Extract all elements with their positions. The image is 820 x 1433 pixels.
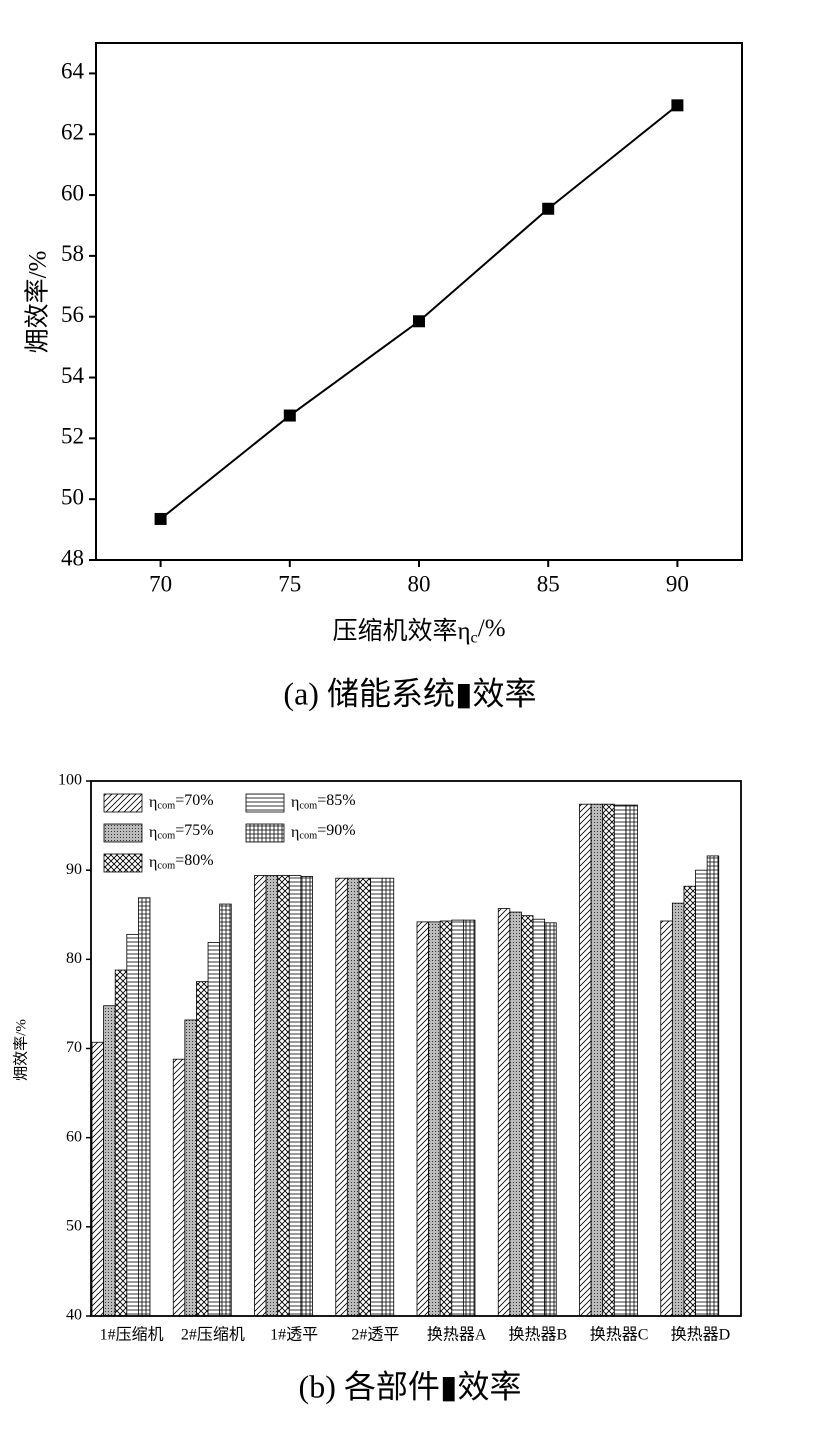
x-tick-label: 换热器C bbox=[590, 1326, 649, 1344]
x-tick-label: 80 bbox=[408, 571, 431, 596]
bar bbox=[126, 933, 139, 1317]
bar bbox=[660, 920, 673, 1317]
bar bbox=[695, 869, 708, 1317]
bar bbox=[625, 804, 638, 1317]
x-tick-label: 换热器B bbox=[509, 1326, 568, 1344]
bar bbox=[613, 804, 627, 1317]
x-tick-label: 70 bbox=[149, 571, 172, 596]
bar bbox=[683, 885, 696, 1317]
bar bbox=[254, 875, 267, 1317]
bar bbox=[521, 915, 534, 1317]
y-tick-label: 56 bbox=[61, 302, 84, 327]
bar bbox=[532, 918, 546, 1317]
data-line bbox=[159, 104, 679, 520]
data-marker bbox=[413, 315, 425, 328]
bar bbox=[381, 877, 395, 1317]
x-tick-label: 1#透平 bbox=[270, 1326, 318, 1344]
y-tick-label: 50 bbox=[66, 1218, 82, 1235]
x-tick-label: 换热器D bbox=[671, 1326, 731, 1344]
bar bbox=[184, 1019, 197, 1317]
bar bbox=[137, 897, 151, 1317]
bar bbox=[300, 876, 313, 1317]
bar bbox=[277, 875, 290, 1317]
x-tick-label: 75 bbox=[278, 571, 301, 596]
data-marker bbox=[542, 202, 555, 215]
bar bbox=[103, 1005, 116, 1317]
bar bbox=[428, 921, 441, 1317]
y-tick-label: 90 bbox=[66, 861, 82, 878]
y-tick-label: 54 bbox=[61, 363, 85, 388]
bar bbox=[346, 877, 360, 1317]
bar bbox=[196, 981, 209, 1317]
x-tick-label: 换热器A bbox=[427, 1326, 487, 1344]
x-tick-label: 2#透平 bbox=[351, 1326, 399, 1344]
bar bbox=[602, 803, 615, 1317]
x-axis-title: 压缩机效率ηc/% bbox=[332, 615, 505, 647]
x-tick-label: 85 bbox=[537, 571, 560, 596]
bar bbox=[358, 877, 371, 1317]
bar bbox=[219, 903, 232, 1317]
bar bbox=[497, 908, 511, 1317]
legend-label: ηcom=90% bbox=[291, 822, 356, 842]
bar bbox=[439, 920, 453, 1317]
x-tick-label: 2#压缩机 bbox=[181, 1326, 245, 1344]
caption: (b) 各部件▮效率 bbox=[299, 1368, 522, 1404]
y-tick-label: 64 bbox=[61, 59, 85, 84]
bar bbox=[451, 919, 464, 1317]
y-tick-label: 50 bbox=[61, 484, 84, 509]
plot-frame bbox=[95, 42, 743, 561]
x-tick-label: 90 bbox=[666, 571, 689, 596]
bar bbox=[91, 1041, 105, 1317]
y-tick-label: 58 bbox=[61, 241, 84, 266]
bar bbox=[172, 1058, 186, 1317]
y-tick-label: 40 bbox=[66, 1307, 82, 1324]
legend-swatch bbox=[245, 793, 285, 813]
legend-label: ηcom=70% bbox=[149, 792, 214, 812]
plot-frame bbox=[90, 780, 742, 1317]
bar bbox=[671, 902, 685, 1317]
y-tick-label: 70 bbox=[66, 1039, 82, 1056]
bar bbox=[207, 941, 221, 1317]
y-axis-title: 㶲效率/% bbox=[12, 1019, 29, 1081]
data-marker bbox=[154, 512, 167, 525]
legend-swatch bbox=[103, 823, 143, 843]
bar bbox=[544, 922, 557, 1317]
y-tick-label: 60 bbox=[61, 180, 84, 205]
data-marker bbox=[283, 409, 296, 422]
bar bbox=[416, 921, 430, 1317]
legend-swatch bbox=[103, 793, 143, 813]
bar bbox=[265, 875, 279, 1317]
bar bbox=[509, 911, 522, 1317]
legend-swatch bbox=[103, 853, 143, 873]
y-tick-label: 60 bbox=[66, 1128, 82, 1145]
legend-label: ηcom=80% bbox=[149, 852, 214, 872]
legend-label: ηcom=85% bbox=[291, 792, 356, 812]
y-tick-label: 52 bbox=[61, 424, 84, 449]
bar bbox=[706, 855, 720, 1317]
bar bbox=[462, 919, 476, 1317]
legend-swatch bbox=[245, 823, 285, 843]
x-tick-label: 1#压缩机 bbox=[100, 1326, 164, 1344]
caption: (a) 储能系统▮效率 bbox=[283, 675, 536, 711]
bar bbox=[370, 877, 383, 1317]
bar bbox=[590, 803, 604, 1317]
bar bbox=[335, 877, 348, 1317]
y-tick-label: 48 bbox=[61, 545, 84, 570]
y-tick-label: 80 bbox=[66, 950, 82, 967]
y-axis-title: 㶲效率/% bbox=[24, 251, 52, 354]
data-marker bbox=[671, 99, 684, 112]
legend-label: ηcom=75% bbox=[149, 822, 214, 842]
y-tick-label: 100 bbox=[58, 772, 82, 789]
bar bbox=[579, 803, 592, 1317]
bar bbox=[114, 969, 128, 1317]
y-tick-label: 62 bbox=[61, 120, 84, 145]
bar bbox=[288, 875, 302, 1317]
